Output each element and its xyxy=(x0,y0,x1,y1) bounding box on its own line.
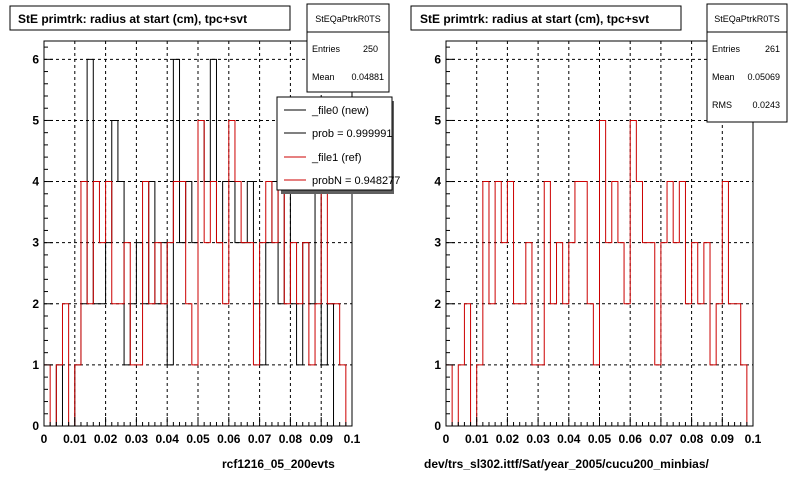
y-tick-label: 1 xyxy=(32,358,39,372)
y-tick-label: 2 xyxy=(32,297,39,311)
right-stats-mean: 0.05069 xyxy=(747,72,780,82)
x-tick-label: 0.05 xyxy=(588,432,612,446)
x-tick-label: 0.08 xyxy=(680,432,704,446)
right-stats-rms-label: RMS xyxy=(712,100,732,110)
x-tick-label: 0.02 xyxy=(94,432,118,446)
right-stats-name: StEQaPtrkR0TS xyxy=(714,14,780,24)
left-stats-name: StEQaPtrkR0TS xyxy=(315,14,381,24)
x-tick-label: 0 xyxy=(443,432,450,446)
left-pad: 0 0.01 0.02 0.03 0.04 0.05 0.06 0.07 0.08 0.09 0.1… xyxy=(9,3,401,471)
y-tick-label: 4 xyxy=(434,175,441,189)
left-histograms xyxy=(43,58,352,427)
y-tick-label: 6 xyxy=(434,52,441,66)
left-stats-box: StEQaPtrkR0TS Entries 250 Mean 0.04881 xyxy=(306,3,390,93)
y-tick-label: 0 xyxy=(32,419,39,433)
legend-entry-prob: prob = 0.999991 xyxy=(312,128,392,140)
left-stats-entries: 250 xyxy=(363,44,378,54)
right-pad: 0 0.01 0.02 0.03 0.04 0.05 0.06 0.07 0.08 0.09 0.1… xyxy=(410,3,788,471)
right-title-box xyxy=(410,5,682,31)
histogram-series-1 xyxy=(43,119,352,427)
right-stats-mean-label: Mean xyxy=(712,72,735,82)
x-tick-label: 0.03 xyxy=(526,432,550,446)
x-tick-label: 0.06 xyxy=(217,432,241,446)
right-stats-entries-label: Entries xyxy=(712,44,741,54)
left-chart-title: StE primtrk: radius at start (cm), tpc+s… xyxy=(18,12,247,26)
legend-entry-file0: _file0 (new) xyxy=(311,105,369,117)
x-tick-label: 0.07 xyxy=(649,432,673,446)
right-stats-entries: 261 xyxy=(765,44,780,54)
x-tick-label: 0.03 xyxy=(125,432,149,446)
x-tick-label: 0.1 xyxy=(745,432,762,446)
y-tick-label: 1 xyxy=(434,358,441,372)
x-tick-label: 0.04 xyxy=(156,432,180,446)
right-axis-ticks: 0 0.01 0.02 0.03 0.04 0.05 0.06 0.07 0.08 0.09 0.1… xyxy=(434,46,762,446)
x-tick-label: 0.08 xyxy=(279,432,303,446)
legend-entry-file1: _file1 (ref) xyxy=(311,152,362,164)
y-tick-label: 3 xyxy=(32,236,39,250)
x-tick-label: 0.05 xyxy=(186,432,210,446)
x-tick-label: 0.09 xyxy=(711,432,735,446)
left-axis-ticks: 0 0.01 0.02 0.03 0.04 0.05 0.06 0.07 0.08 0.09 0.1… xyxy=(32,46,361,446)
y-tick-label: 5 xyxy=(434,113,441,127)
left-footer-label: rcf1216_05_200evts xyxy=(222,457,335,471)
histogram-series-0 xyxy=(445,119,753,427)
y-tick-label: 0 xyxy=(434,419,441,433)
right-footer-label: dev/trs_sl302.ittf/Sat/year_2005/cucu200… xyxy=(424,457,709,471)
x-tick-label: 0 xyxy=(41,432,48,446)
y-tick-label: 4 xyxy=(32,175,39,189)
x-tick-label: 0.01 xyxy=(63,432,87,446)
right-stats-rms: 0.0243 xyxy=(752,100,780,110)
y-tick-label: 6 xyxy=(32,52,39,66)
right-chart-title: StE primtrk: radius at start (cm), tpc+s… xyxy=(420,12,649,26)
x-tick-label: 0.1 xyxy=(344,432,361,446)
x-tick-label: 0.09 xyxy=(310,432,334,446)
left-stats-mean-label: Mean xyxy=(312,72,335,82)
x-tick-label: 0.04 xyxy=(557,432,581,446)
right-histograms xyxy=(445,119,753,427)
x-tick-label: 0.01 xyxy=(465,432,489,446)
legend-entry-probn: probN = 0.948277 xyxy=(312,175,400,187)
x-tick-label: 0.07 xyxy=(248,432,272,446)
left-legend: _file0 (new) prob = 0.999991 _file1 (ref… xyxy=(276,96,400,194)
left-stats-mean: 0.04881 xyxy=(351,72,384,82)
y-tick-label: 3 xyxy=(434,236,441,250)
x-tick-label: 0.06 xyxy=(619,432,643,446)
left-stats-entries-label: Entries xyxy=(312,44,341,54)
y-tick-label: 5 xyxy=(32,113,39,127)
x-tick-label: 0.02 xyxy=(496,432,520,446)
left-title-box xyxy=(9,5,291,31)
right-stats-box: StEQaPtrkR0TS Entries 261 Mean 0.05069 R… xyxy=(706,3,788,123)
y-tick-label: 2 xyxy=(434,297,441,311)
